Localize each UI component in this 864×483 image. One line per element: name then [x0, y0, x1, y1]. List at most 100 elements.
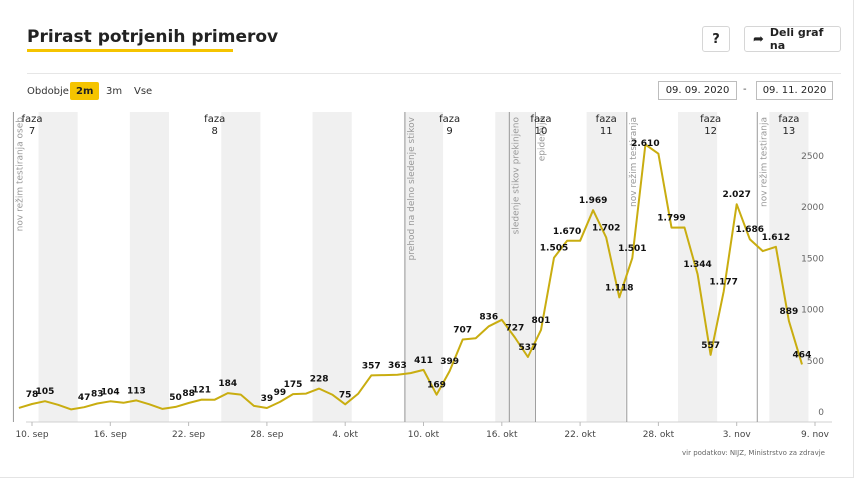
- x-tick-label: 10. okt: [408, 430, 440, 440]
- weekend-band: [495, 112, 535, 422]
- data-label: 1.612: [762, 233, 790, 243]
- phase-label: faza: [439, 114, 460, 125]
- data-label: 104: [101, 387, 120, 397]
- phase-number: 10: [535, 126, 548, 137]
- weekend-band: [769, 112, 809, 422]
- data-label: 727: [505, 323, 524, 333]
- phase-number: 11: [600, 126, 613, 137]
- share-button[interactable]: ➦ Deli graf na: [744, 26, 841, 52]
- data-label: 889: [780, 307, 799, 317]
- period-label: Obdobje: [27, 86, 69, 97]
- data-label: 707: [453, 326, 472, 336]
- date-separator: -: [743, 84, 747, 95]
- data-label: 88: [182, 389, 195, 399]
- data-label: 801: [532, 316, 551, 326]
- period-3m-button[interactable]: 3m: [106, 85, 123, 97]
- data-label: 411: [414, 356, 433, 366]
- date-from-field[interactable]: 09. 09. 2020: [658, 81, 737, 100]
- phase-label: faza: [21, 114, 42, 125]
- period-2m-button[interactable]: 2m: [70, 82, 100, 100]
- event-label: epidemija: [537, 117, 547, 161]
- data-label: 537: [519, 343, 538, 353]
- x-tick-label: 10. sep: [15, 430, 48, 440]
- share-label: Deli graf na: [769, 26, 824, 52]
- x-tick-label: 3. nov: [723, 430, 752, 440]
- y-tick-label: 500: [807, 357, 824, 367]
- x-tick-label: 9. nov: [801, 430, 830, 440]
- weekend-band: [38, 112, 78, 422]
- data-label: 1.686: [736, 225, 764, 235]
- data-label: 169: [427, 381, 446, 391]
- x-tick-label: 22. sep: [172, 430, 205, 440]
- data-label: 50: [169, 393, 182, 403]
- data-label: 1.969: [579, 196, 607, 206]
- x-tick-label: 16. sep: [94, 430, 127, 440]
- weekend-band: [677, 112, 718, 422]
- phase-number: 8: [212, 126, 218, 137]
- weekend-band: [312, 112, 352, 422]
- data-source: vir podatkov: NIJZ, Ministrstvo za zdrav…: [682, 449, 825, 457]
- series-line: [18, 143, 803, 411]
- phase-number: 9: [446, 126, 452, 137]
- phase-label: faza: [596, 114, 617, 125]
- help-button[interactable]: ?: [702, 26, 730, 52]
- event-label: sledenje stikov prekinjeno: [511, 117, 521, 235]
- chart-title: Prirast potrjenih primerov: [27, 27, 279, 47]
- phase-label: faza: [204, 114, 225, 125]
- phase-label: faza: [530, 114, 551, 125]
- data-label: 1.799: [657, 214, 685, 224]
- event-label: nov režim testiranja oseb: [15, 117, 25, 232]
- data-label: 357: [362, 361, 381, 371]
- y-tick-label: 2500: [801, 152, 824, 162]
- event-label: nov režim testiranja: [759, 117, 769, 207]
- data-label: 1.702: [592, 224, 620, 234]
- weekend-band: [129, 112, 170, 422]
- x-tick-label: 4. okt: [332, 430, 358, 440]
- y-tick-label: 1000: [801, 306, 824, 316]
- y-tick-label: 2000: [801, 203, 824, 213]
- weekend-band: [586, 112, 626, 422]
- y-tick-label: 1500: [801, 254, 824, 264]
- data-label: 39: [261, 394, 274, 404]
- data-label: 399: [440, 357, 459, 367]
- data-label: 2.027: [722, 190, 750, 200]
- x-tick-label: 28. sep: [250, 430, 283, 440]
- title-underline: [27, 49, 233, 52]
- data-label: 121: [192, 386, 211, 396]
- x-tick-label: 28. okt: [643, 430, 675, 440]
- phase-number: 13: [783, 126, 796, 137]
- data-label: 557: [701, 341, 720, 351]
- period-all-button[interactable]: Vse: [134, 85, 153, 97]
- data-label: 363: [388, 361, 407, 371]
- x-tick-label: 22. okt: [564, 430, 596, 440]
- data-label: 105: [36, 387, 55, 397]
- data-label: 78: [26, 390, 39, 400]
- phase-label: faza: [700, 114, 721, 125]
- chart-card: [0, 0, 854, 478]
- data-label: 1.505: [540, 244, 568, 254]
- data-label: 47: [78, 393, 91, 403]
- cases-line-chart: nov režim testiranja oseb prehod na delno…: [12, 112, 832, 440]
- data-label: 228: [310, 375, 329, 385]
- date-to-field[interactable]: 09. 11. 2020: [756, 81, 833, 100]
- event-label: nov režim testiranja: [629, 117, 639, 207]
- weekend-band: [221, 112, 261, 422]
- data-label: 2.610: [631, 139, 659, 149]
- data-label: 184: [218, 379, 237, 389]
- data-label: 113: [127, 386, 146, 396]
- data-label: 1.344: [683, 260, 711, 270]
- phase-label: faza: [778, 114, 799, 125]
- data-label: 99: [274, 388, 287, 398]
- data-label: 1.670: [553, 227, 581, 237]
- data-label: 1.118: [605, 283, 633, 293]
- phase-number: 7: [29, 126, 35, 137]
- data-label: 464: [793, 350, 812, 360]
- y-tick-label: 0: [818, 408, 824, 418]
- data-label: 75: [339, 390, 352, 400]
- data-label: 1.177: [709, 277, 737, 287]
- data-label: 1.501: [618, 244, 646, 254]
- data-label: 836: [479, 312, 498, 322]
- phase-number: 12: [704, 126, 717, 137]
- header-divider: [27, 73, 841, 74]
- x-tick-label: 16. okt: [486, 430, 518, 440]
